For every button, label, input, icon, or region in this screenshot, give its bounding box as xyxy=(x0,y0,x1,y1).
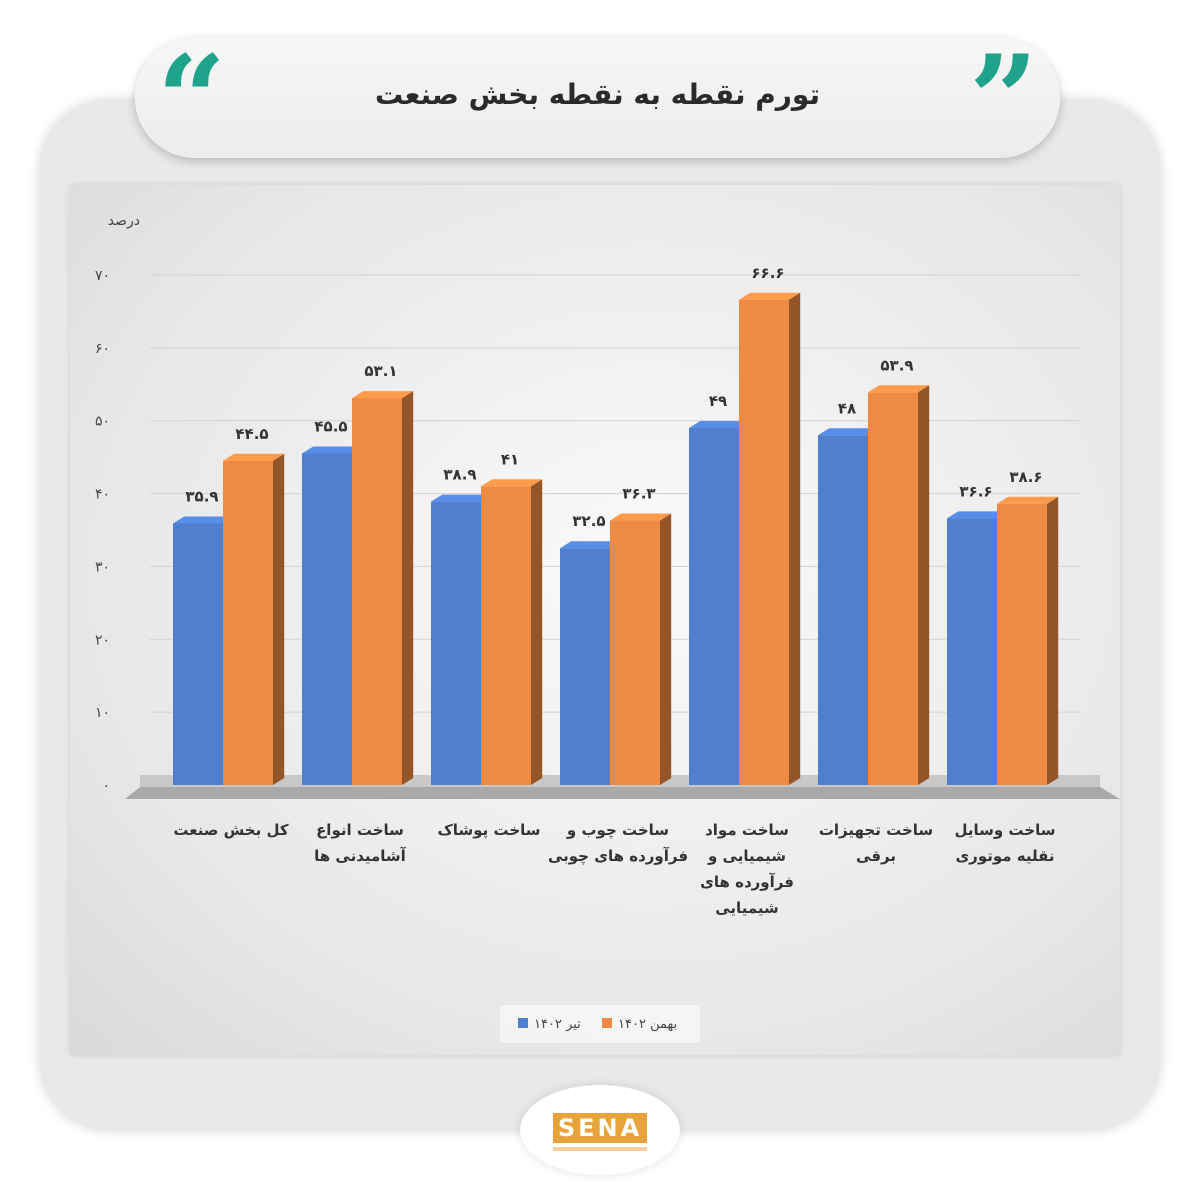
x-tick-label: شیمیایی و xyxy=(707,847,786,865)
bar-top xyxy=(560,541,622,549)
bar-front xyxy=(560,548,610,785)
page-title: تورم نقطه به نقطه بخش صنعت xyxy=(375,78,820,111)
legend-swatch xyxy=(518,1018,528,1028)
bar-front xyxy=(610,520,660,785)
bar-top xyxy=(739,292,801,300)
x-tick-label: ساخت وسایل xyxy=(954,821,1055,839)
bar-front xyxy=(739,299,789,785)
data-label: ۴۴.۵ xyxy=(235,425,268,443)
legend-label: تیر ۱۴۰۲ xyxy=(534,1017,581,1032)
x-tick-label: ساخت پوشاک xyxy=(437,821,540,840)
bar-front xyxy=(818,435,868,785)
bar-top xyxy=(947,511,1009,519)
bar-side xyxy=(273,453,285,785)
bar-top xyxy=(352,391,414,399)
y-tick-label: ۱۰ xyxy=(95,705,110,721)
data-label: ۳۸.۶ xyxy=(1009,468,1042,486)
bar-side xyxy=(1047,496,1059,785)
bar xyxy=(868,385,930,785)
x-tick-label: ساخت چوب و xyxy=(566,821,669,840)
bar xyxy=(352,391,414,785)
bar-top xyxy=(481,479,543,487)
y-axis-label: درصد xyxy=(108,213,140,229)
x-tick-label: ساخت انواع xyxy=(316,821,404,839)
bar-front xyxy=(302,453,352,785)
data-label: ۵۳.۱ xyxy=(364,362,397,380)
data-label: ۳۸.۹ xyxy=(443,466,476,484)
bar-front xyxy=(689,428,739,785)
y-tick-label: ۰ xyxy=(102,778,110,794)
logo-text: SENA xyxy=(553,1113,647,1143)
bar xyxy=(739,292,801,785)
x-tick-label: ساخت مواد xyxy=(705,821,789,839)
bar-top xyxy=(302,446,364,454)
y-tick-label: ۴۰ xyxy=(95,487,110,503)
bar-front xyxy=(868,392,918,785)
bar xyxy=(481,479,543,785)
data-label: ۳۶.۶ xyxy=(959,482,992,500)
y-tick-label: ۵۰ xyxy=(95,414,110,430)
legend-box xyxy=(500,1005,700,1043)
data-label: ۴۸ xyxy=(838,399,856,417)
bar-top xyxy=(689,421,751,428)
legend: تیر ۱۴۰۲ بهمن ۱۴۰۲ xyxy=(500,1005,700,1043)
y-tick-label: ۲۰ xyxy=(95,632,110,648)
bar-front xyxy=(223,460,273,785)
bar xyxy=(997,496,1059,785)
x-tick-label: آشامیدنی ها xyxy=(314,847,407,865)
chart-floor xyxy=(125,787,1120,799)
y-tick-label: ۳۰ xyxy=(95,559,110,575)
x-tick-label: ساخت تجهیزات xyxy=(819,821,933,839)
data-label: ۳۶.۳ xyxy=(622,485,655,503)
bar-front xyxy=(352,398,402,785)
bar-top xyxy=(431,494,493,502)
bar xyxy=(610,513,672,785)
title-banner: “ تورم نقطه به نقطه بخش صنعت ” xyxy=(135,29,1060,170)
bar-top xyxy=(997,496,1059,504)
bar-front xyxy=(431,501,481,785)
bar-front xyxy=(173,523,223,785)
data-label: ۳۵.۹ xyxy=(185,487,218,505)
close-quote-icon: ” xyxy=(968,29,1038,170)
bar-front xyxy=(997,503,1047,785)
y-tick-label: ۷۰ xyxy=(95,268,110,284)
x-tick-label: فرآورده های چوبی xyxy=(548,847,688,866)
data-label: ۴۵.۵ xyxy=(314,418,347,436)
legend-swatch xyxy=(602,1018,612,1028)
x-tick-label: کل بخش صنعت xyxy=(173,821,288,839)
bar-side xyxy=(531,479,543,785)
bar-front xyxy=(481,486,531,785)
bar-top xyxy=(610,513,672,521)
data-label: ۶۶.۶ xyxy=(751,264,784,282)
data-label: ۴۹ xyxy=(709,392,727,410)
x-tick-label: برقی xyxy=(856,847,896,865)
logo-underline xyxy=(553,1147,647,1151)
bar-side xyxy=(918,385,930,785)
data-label: ۵۳.۹ xyxy=(880,356,913,374)
bar-top xyxy=(868,385,930,393)
x-tick-label: نقلیه موتوری xyxy=(955,847,1054,865)
bar-side xyxy=(789,292,801,785)
x-tick-label: شیمیایی xyxy=(715,899,779,917)
plot-area: ۰ ۱۰ ۲۰ ۳۰ ۴۰ ۵۰ ۶۰ ۷۰ درصد ۳۵.۹ ۴۴.۵ کل بخش صنعت ۴۵… xyxy=(70,185,1120,1055)
bar-top xyxy=(223,453,285,461)
data-label: ۳۲.۵ xyxy=(572,512,605,530)
bar-chart: ۰ ۱۰ ۲۰ ۳۰ ۴۰ ۵۰ ۶۰ ۷۰ درصد ۳۵.۹ ۴۴.۵ کل بخش صنعت ۴۵… xyxy=(95,213,1120,1043)
bar-front xyxy=(947,518,997,785)
bar-top xyxy=(173,516,235,524)
bar-side xyxy=(402,391,414,785)
logo: SENA xyxy=(520,1085,680,1175)
data-label: ۴۱ xyxy=(501,450,519,468)
bar-side xyxy=(660,513,672,785)
y-tick-label: ۶۰ xyxy=(95,341,110,357)
bar xyxy=(223,453,285,785)
legend-label: بهمن ۱۴۰۲ xyxy=(618,1017,677,1032)
x-tick-label: فرآورده های xyxy=(700,873,794,891)
open-quote-icon: “ xyxy=(157,29,227,170)
bar-top xyxy=(818,428,880,436)
